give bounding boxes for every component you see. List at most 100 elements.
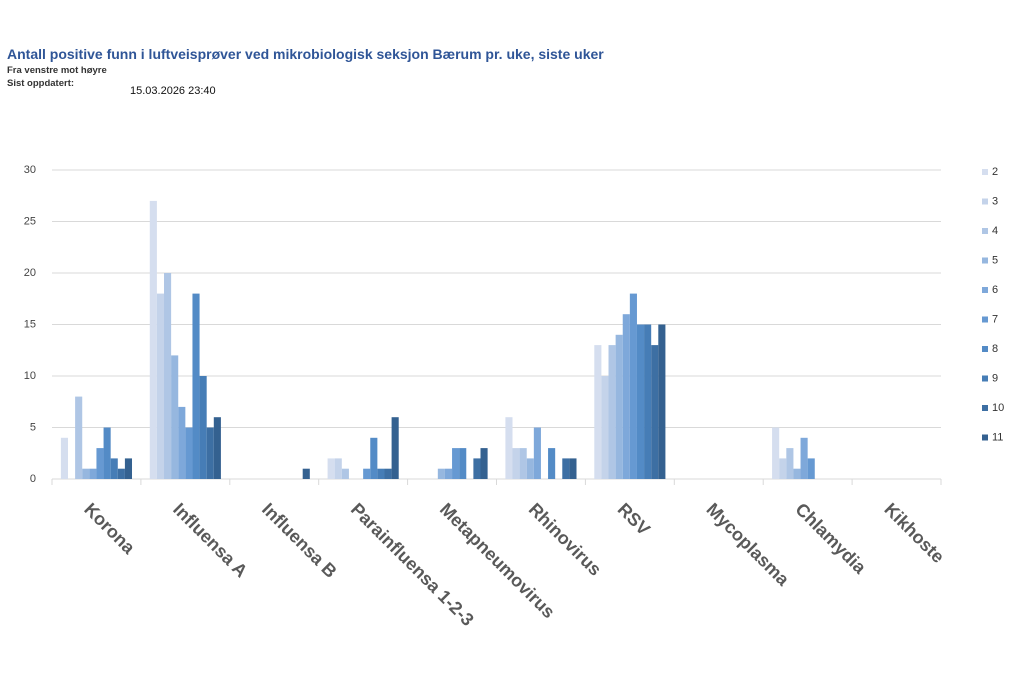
legend-label: 5 — [992, 254, 998, 266]
bar — [192, 293, 200, 479]
y-tick-label: 10 — [24, 370, 36, 382]
bar — [651, 345, 659, 479]
bar — [96, 448, 104, 479]
x-tick-label: Mycoplasma — [703, 499, 794, 590]
bar — [533, 427, 541, 479]
bar — [622, 314, 630, 479]
legend-label: 8 — [992, 343, 998, 355]
legend-swatch — [982, 346, 988, 352]
legend-swatch — [982, 169, 988, 175]
legend-swatch — [982, 198, 988, 205]
bar — [341, 468, 349, 479]
bar — [370, 437, 378, 479]
bar — [334, 458, 342, 479]
bar — [437, 468, 445, 479]
bar — [452, 448, 460, 479]
legend-label: 4 — [992, 225, 998, 237]
x-tick-label: Korona — [80, 499, 139, 558]
bar — [636, 324, 645, 479]
legend-swatch — [982, 375, 988, 382]
x-tick-label: Metapneumovirus — [436, 499, 559, 622]
bar — [149, 200, 157, 479]
bar — [526, 458, 534, 479]
bar — [363, 468, 371, 479]
legend-swatch — [982, 287, 988, 293]
legend-label: 3 — [992, 195, 998, 207]
bar — [444, 468, 453, 479]
bar — [615, 334, 623, 479]
chart-title: Antall positive funn i luftveisprøver ve… — [7, 46, 604, 62]
x-tick-label: Kikhoste — [880, 499, 948, 567]
bar — [608, 345, 616, 479]
legend-swatch — [982, 257, 988, 264]
bar — [117, 468, 125, 479]
bar — [459, 448, 467, 479]
legend-swatch — [982, 434, 988, 441]
bar — [82, 468, 90, 479]
bar — [384, 468, 392, 479]
bar — [327, 458, 335, 479]
bar — [800, 437, 808, 479]
bar — [569, 458, 577, 479]
legend-label: 9 — [992, 372, 998, 384]
x-tick-label: Influensa A — [169, 499, 251, 581]
bar — [213, 417, 221, 479]
bar — [110, 458, 118, 479]
bar — [473, 458, 481, 479]
bar — [480, 448, 488, 479]
bar — [793, 468, 801, 479]
bar — [75, 396, 83, 479]
x-tick-label: Parainfluensa 1-2-3 — [347, 499, 478, 630]
updated: 15.03.2026 23:40 — [130, 85, 216, 97]
bar — [658, 324, 666, 479]
bar — [103, 427, 111, 479]
legend-label: 11 — [992, 431, 1003, 443]
bar — [629, 293, 637, 479]
bar — [124, 458, 133, 479]
updated-label: Sist oppdatert: — [7, 78, 75, 89]
x-tick-label: Chlamydia — [791, 499, 870, 578]
bar — [185, 427, 193, 479]
bar — [60, 437, 69, 479]
bar — [206, 427, 214, 479]
bar — [178, 406, 186, 479]
bar — [302, 468, 310, 479]
legend-swatch — [982, 316, 988, 323]
legend-swatch — [982, 405, 988, 411]
y-tick-label: 20 — [24, 267, 36, 279]
y-tick-label: 30 — [24, 164, 36, 176]
x-tick-label: Influensa B — [258, 499, 341, 582]
bar — [779, 458, 787, 479]
bar — [772, 427, 780, 479]
bar — [171, 355, 179, 479]
bar — [199, 376, 207, 479]
legend-label: 7 — [992, 313, 998, 325]
x-tick-label: RSV — [614, 499, 654, 539]
bar — [807, 458, 815, 479]
y-tick-label: 0 — [30, 473, 36, 485]
bar — [505, 417, 513, 479]
bar — [644, 324, 652, 479]
bar — [89, 468, 97, 479]
bar — [562, 458, 570, 479]
x-tick-label: Rhinovirus — [525, 499, 606, 580]
bar — [601, 376, 609, 479]
legend-label: 10 — [992, 402, 1004, 414]
bar — [594, 345, 602, 479]
y-tick-label: 15 — [24, 318, 36, 330]
bar — [548, 448, 556, 479]
bar — [156, 293, 165, 479]
y-tick-label: 5 — [30, 421, 36, 433]
bar — [391, 417, 399, 479]
subtitle: Fra venstre mot høyre — [7, 65, 107, 76]
legend-swatch — [982, 228, 988, 234]
bar — [377, 468, 385, 479]
bar — [519, 448, 527, 479]
bar — [512, 448, 520, 479]
legend-label: 6 — [992, 284, 998, 296]
bar — [164, 273, 172, 479]
y-tick-label: 25 — [24, 215, 36, 227]
bar — [786, 448, 794, 479]
